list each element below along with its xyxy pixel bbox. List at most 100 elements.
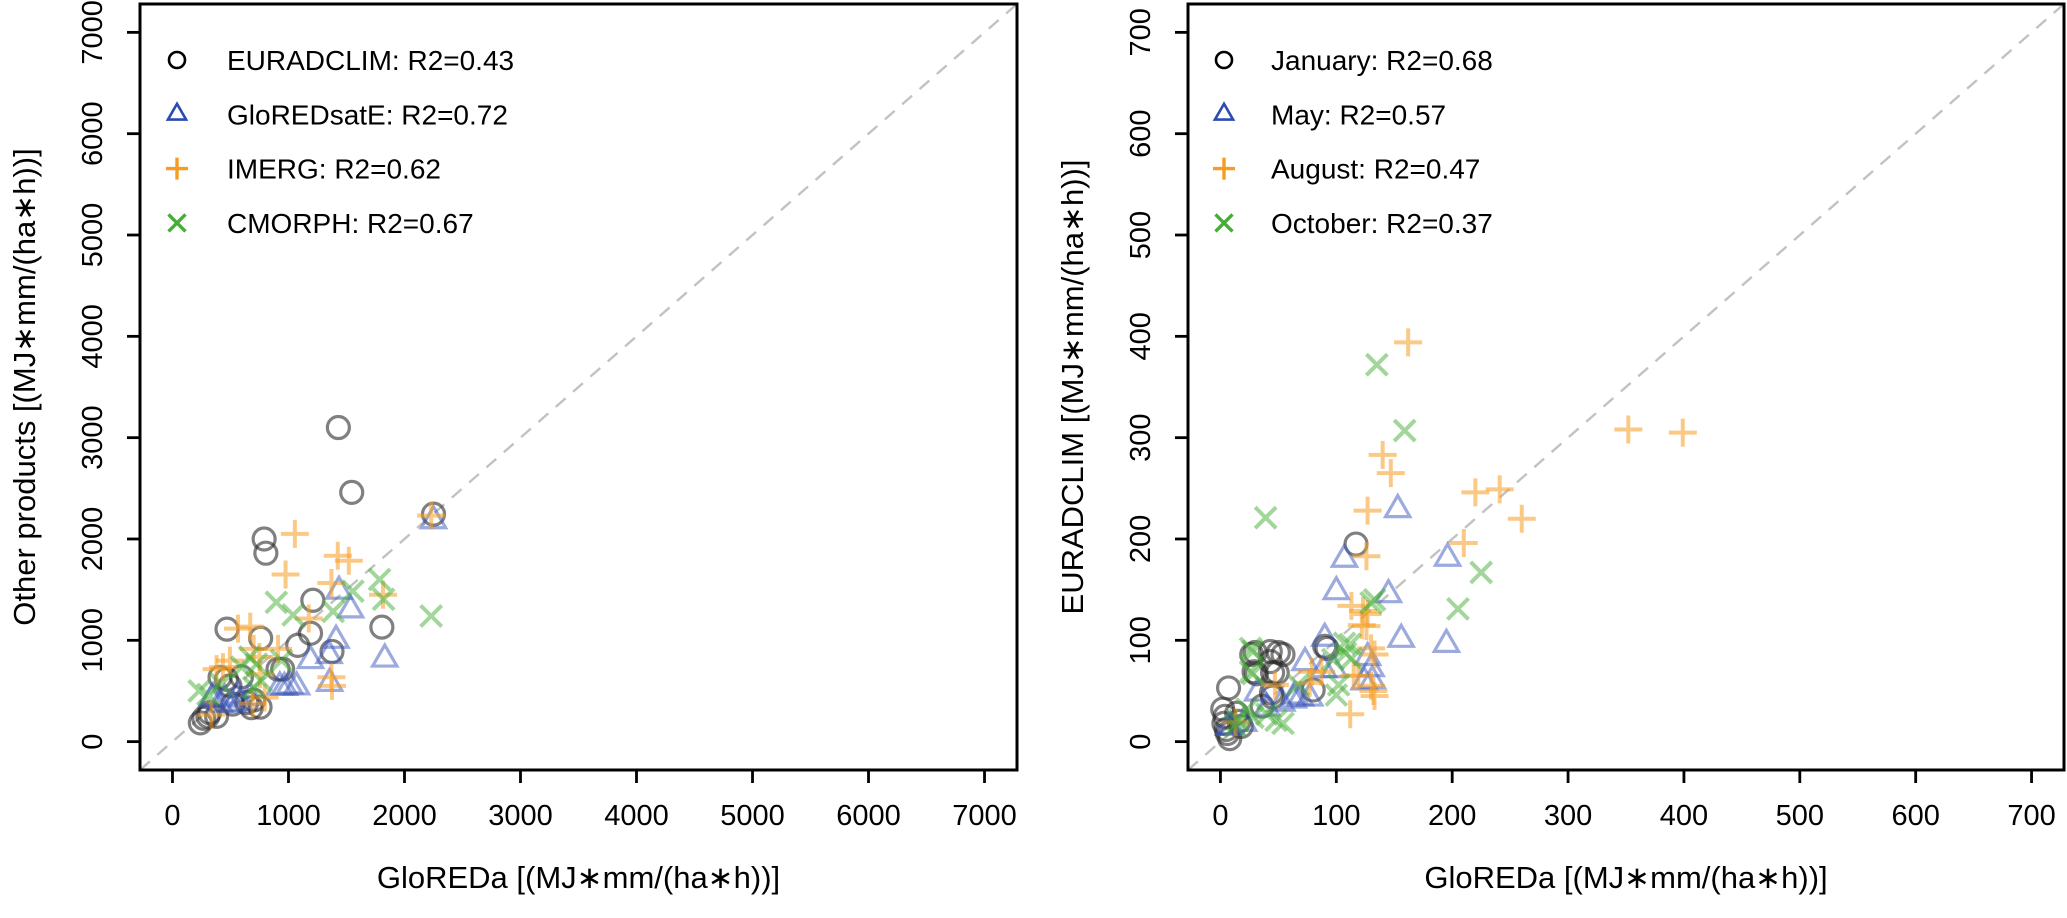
triangle-marker [321, 623, 351, 649]
plus-marker [1507, 504, 1536, 533]
data-point [1223, 714, 1248, 739]
data-point [1469, 560, 1494, 585]
triangle-marker [1321, 574, 1352, 601]
y-axis-title: EURADCLIM [(MJ∗mm/(ha∗h))] [1055, 160, 1090, 615]
data-point [1432, 541, 1463, 567]
data-point [208, 653, 237, 682]
cross-marker [1223, 714, 1248, 739]
triangle-marker [1386, 622, 1417, 648]
plot-box [138, 2, 1019, 772]
data-point [1215, 675, 1242, 701]
cross-marker [209, 672, 234, 697]
legend-label: IMERG: R2=0.62 [227, 154, 441, 185]
plus-marker [1336, 700, 1365, 729]
data-point [224, 614, 253, 643]
data-point [1329, 542, 1360, 568]
data-point [417, 501, 446, 530]
data-point [1253, 505, 1278, 530]
plus-marker [238, 689, 267, 718]
cross-marker [1326, 672, 1351, 697]
series-october [1223, 352, 1494, 739]
data-point [280, 519, 309, 548]
cross-marker [321, 599, 346, 624]
plus-marker [1449, 529, 1478, 558]
series-euradclim [187, 414, 447, 736]
circle-marker [1270, 641, 1296, 668]
cross-marker [167, 213, 187, 233]
data-point [281, 669, 312, 696]
data-point [1376, 459, 1405, 488]
legend-circle-icon [167, 50, 187, 70]
cross-marker [269, 648, 294, 673]
x-axis-title: GloREDa [(MJ∗mm/(ha∗h))] [377, 860, 780, 895]
y-tick-label: 2000 [77, 507, 109, 572]
plus-marker [1461, 478, 1490, 507]
plus-marker [236, 612, 265, 641]
plus-marker [417, 501, 446, 530]
cross-marker [1286, 672, 1310, 697]
data-point [251, 526, 277, 552]
data-point [1240, 639, 1265, 664]
y-tick-label: 6000 [77, 101, 109, 166]
data-point [1339, 646, 1364, 671]
data-point [1446, 596, 1470, 621]
x-tick-label: 300 [1544, 800, 1592, 832]
data-point [1266, 685, 1297, 712]
cross-marker [1392, 418, 1417, 443]
triangle-marker [335, 592, 366, 619]
plus-marker [1360, 682, 1389, 711]
legend-label: GloREDsatE: R2=0.72 [227, 99, 508, 130]
legend: January: R2=0.68 May: R2=0.57 August: R2=0… [1212, 45, 1493, 239]
x-tick-label: 100 [1312, 800, 1360, 832]
plus-marker [317, 671, 346, 700]
circle-marker [1215, 675, 1242, 701]
data-point [244, 652, 269, 677]
cross-marker [371, 587, 396, 612]
cross-marker [195, 682, 220, 707]
data-point [317, 569, 346, 598]
plus-marker [215, 646, 244, 675]
x-tick-label: 0 [164, 800, 180, 832]
legend-label: January: R2=0.68 [1271, 45, 1493, 76]
data-point [1337, 591, 1366, 620]
cross-marker [1446, 596, 1470, 621]
series-august [1221, 328, 1697, 737]
plus-marker [1307, 657, 1336, 686]
y-tick-label: 200 [1125, 515, 1157, 563]
legend-label: EURADCLIM: R2=0.43 [227, 45, 514, 76]
cross-marker [1264, 708, 1288, 733]
triangle-marker [1212, 101, 1236, 121]
data-point [1336, 700, 1365, 729]
data-point [197, 700, 226, 729]
x-tick-label: 0 [1212, 800, 1228, 832]
cross-marker [367, 567, 392, 592]
legend-label: October: R2=0.37 [1271, 208, 1493, 239]
data-point [317, 671, 346, 700]
data-point [1360, 640, 1389, 669]
y-tick-label: 1000 [77, 608, 109, 673]
x-axis-title: GloREDa [(MJ∗mm/(ha∗h))] [1424, 860, 1827, 895]
y-tick-label: 7000 [77, 0, 109, 65]
cross-marker [249, 668, 274, 693]
plus-marker [166, 157, 188, 180]
x-tick-label: 700 [2007, 800, 2055, 832]
x-tick-label: 6000 [836, 800, 901, 832]
cross-marker [340, 579, 365, 604]
y-tick-label: 400 [1125, 312, 1157, 360]
data-point [369, 641, 400, 668]
circle-marker [1214, 50, 1234, 70]
data-point [269, 648, 294, 673]
legend-circle-icon [1214, 50, 1234, 70]
x-tick-label: 4000 [604, 800, 669, 832]
y-tick-label: 0 [77, 734, 109, 750]
data-point [340, 579, 365, 604]
triangle-marker [1382, 492, 1413, 519]
data-point [1286, 672, 1310, 697]
cross-marker [1362, 587, 1387, 612]
y-tick-label: 500 [1125, 211, 1157, 259]
legend-label: CMORPH: R2=0.67 [227, 208, 474, 239]
y-tick-label: 0 [1125, 734, 1157, 750]
legend-triangle-icon [1212, 101, 1236, 121]
data-point [1461, 478, 1490, 507]
